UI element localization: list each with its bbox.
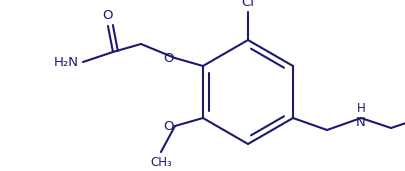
Text: Cl: Cl (241, 0, 254, 9)
Text: H₂N: H₂N (54, 56, 79, 69)
Text: N: N (355, 115, 365, 128)
Text: O: O (163, 120, 174, 133)
Text: O: O (163, 51, 174, 64)
Text: H: H (356, 102, 364, 115)
Text: O: O (102, 9, 113, 22)
Text: CH₃: CH₃ (150, 156, 171, 169)
